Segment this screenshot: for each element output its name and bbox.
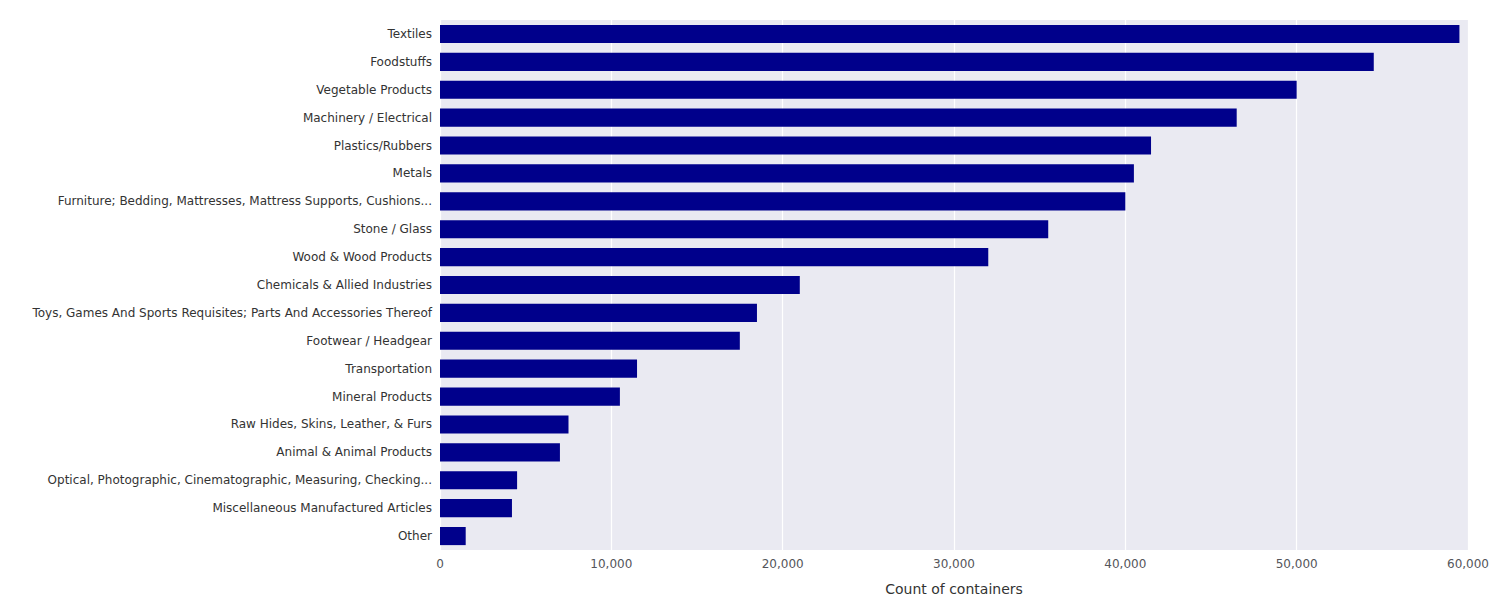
svg-text:Mineral Products: Mineral Products [332, 390, 432, 404]
svg-text:40,000: 40,000 [1104, 557, 1146, 571]
svg-text:Miscellaneous Manufactured Art: Miscellaneous Manufactured Articles [212, 501, 432, 515]
svg-text:Furniture; Bedding, Mattresses: Furniture; Bedding, Mattresses, Mattress… [58, 194, 432, 208]
svg-text:30,000: 30,000 [933, 557, 975, 571]
svg-text:Other: Other [398, 529, 432, 543]
svg-text:Machinery / Electrical: Machinery / Electrical [303, 111, 432, 125]
svg-text:Footwear / Headgear: Footwear / Headgear [306, 334, 432, 348]
svg-text:Chemicals & Allied Industries: Chemicals & Allied Industries [257, 278, 432, 292]
svg-text:Count of containers: Count of containers [885, 581, 1023, 597]
svg-text:Transportation: Transportation [344, 362, 432, 376]
svg-text:Metals: Metals [393, 166, 432, 180]
svg-text:20,000: 20,000 [762, 557, 804, 571]
svg-text:60,000: 60,000 [1447, 557, 1489, 571]
svg-text:Raw Hides, Skins, Leather, & F: Raw Hides, Skins, Leather, & Furs [231, 417, 432, 431]
svg-text:50,000: 50,000 [1276, 557, 1318, 571]
svg-text:Foodstuffs: Foodstuffs [370, 55, 432, 69]
svg-text:0: 0 [436, 557, 444, 571]
svg-text:Toys, Games And Sports Requisi: Toys, Games And Sports Requisites; Parts… [31, 306, 432, 320]
svg-text:Vegetable Products: Vegetable Products [316, 83, 432, 97]
svg-text:Stone / Glass: Stone / Glass [353, 222, 432, 236]
svg-text:Optical, Photographic, Cinemat: Optical, Photographic, Cinematographic, … [48, 473, 432, 487]
svg-text:Plastics/Rubbers: Plastics/Rubbers [334, 139, 432, 153]
svg-text:Animal & Animal Products: Animal & Animal Products [276, 445, 432, 459]
svg-text:Wood & Wood Products: Wood & Wood Products [292, 250, 432, 264]
svg-text:10,000: 10,000 [590, 557, 632, 571]
svg-text:Textiles: Textiles [386, 27, 432, 41]
